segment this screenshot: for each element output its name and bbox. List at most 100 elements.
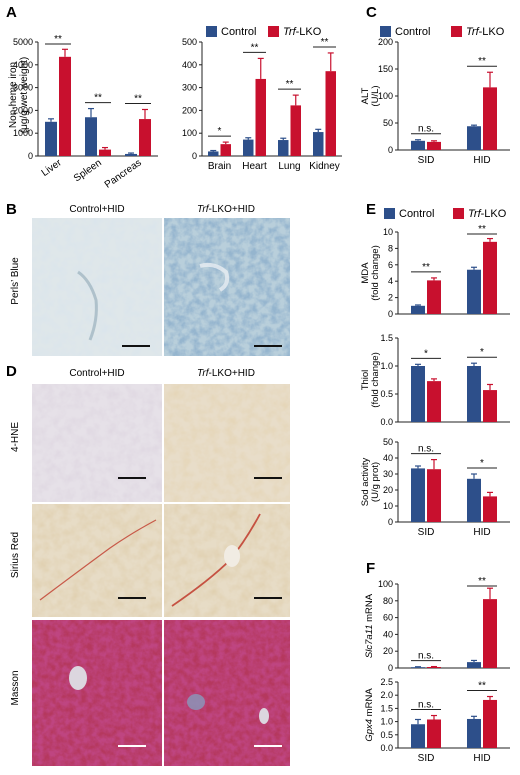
y-tick-label: 6	[388, 260, 393, 270]
panel-d-micrographs: Control+HID Trf-LKO+HID 4-HNE Sirius Red…	[10, 368, 290, 766]
panel-letter-a: A	[6, 4, 17, 21]
category-label: HID	[473, 753, 490, 764]
significance-label: **	[94, 93, 102, 104]
legend-label-control: Control	[221, 26, 256, 38]
bar-trf	[290, 105, 301, 156]
y-tick-label: 400	[182, 60, 197, 70]
bar-trf	[427, 469, 441, 522]
y-tick-label: 0	[192, 151, 197, 161]
micrograph-hne-control	[32, 384, 162, 502]
bar-trf	[483, 699, 497, 748]
significance-label: **	[321, 37, 329, 48]
category-label: Heart	[242, 161, 267, 172]
y-tick-label: 60	[383, 613, 393, 623]
y-tick-label: 40	[383, 453, 393, 463]
bar-trf	[427, 381, 441, 422]
bar-trf	[483, 599, 497, 668]
y-tick-label: 8	[388, 243, 393, 253]
bar-trf	[427, 666, 441, 668]
legend-a: Control Trf-LKO	[206, 26, 322, 38]
category-label: SID	[418, 753, 435, 764]
y-tick-label: 2.0	[380, 690, 393, 700]
y-tick-label: 200	[378, 37, 393, 47]
y-tick-label: 10	[383, 227, 393, 237]
chart-e-thiol: 0.0 0.5 1.0 1.5 * * Thiol(fold change)	[360, 333, 510, 427]
legend-swatch-control	[384, 208, 395, 219]
significance-label: *	[480, 458, 484, 469]
micrograph-sirius-trf	[164, 504, 290, 617]
category-label: Kidney	[309, 161, 340, 172]
panel-d-row-label-hne: 4-HNE	[10, 422, 21, 452]
legend-swatch-trf	[268, 26, 279, 37]
legend-label-trf: Trf-LKO	[466, 26, 505, 38]
panel-d-row-label-masson: Masson	[10, 670, 21, 705]
significance-label: *	[480, 347, 484, 358]
bar-trf	[427, 719, 441, 748]
category-label: Brain	[208, 161, 231, 172]
y-tick-label: 5000	[13, 37, 33, 47]
panel-d-col-trf: Trf-LKO+HID	[197, 368, 255, 379]
panel-b-col-control: Control+HID	[69, 204, 124, 215]
chart-e-mda: 0 2 4 6 8 10 ** ** MDA(fold change)	[360, 224, 510, 319]
y-tick-label: 0	[388, 663, 393, 673]
micrograph-masson-control	[32, 620, 162, 766]
y-tick-label: 100	[378, 579, 393, 589]
y-tick-label: 4	[388, 276, 393, 286]
chart-a-brain-heart-lung-kidney: 0 100 200 300 400 500 * Brain ** Heart ** Lung ** Kid…	[182, 37, 342, 172]
y-axis-label: MDA(fold change)	[360, 245, 381, 300]
bar-control	[411, 140, 425, 150]
legend-e: Control Trf-LKO	[384, 208, 507, 220]
bar-trf	[99, 149, 111, 156]
bar-trf	[483, 496, 497, 522]
panel-letter-c: C	[366, 4, 377, 21]
significance-label: n.s.	[418, 700, 434, 711]
y-tick-label: 50	[383, 437, 393, 447]
y-tick-label: 2000	[13, 105, 33, 115]
legend-c: Control Trf-LKO	[380, 26, 505, 38]
y-axis-label: Gpx4 mRNA	[364, 688, 375, 742]
micrograph-hne-trf	[164, 384, 290, 502]
micrograph-sirius-control	[32, 504, 162, 617]
bar-control	[467, 126, 481, 150]
y-axis-label: Sod activity(U/g prot)	[360, 457, 381, 506]
y-tick-label: 40	[383, 629, 393, 639]
bar-control	[243, 139, 254, 156]
legend-swatch-control	[380, 26, 391, 37]
significance-label: **	[478, 576, 486, 587]
significance-label: n.s.	[418, 651, 434, 662]
panel-letter-d: D	[6, 363, 17, 380]
y-tick-label: 2.5	[380, 677, 393, 687]
y-tick-label: 1000	[13, 128, 33, 138]
chart-f-slc7a11: 0 20 40 60 80 100 n.s. ** Slc7a11 mRNA	[364, 576, 510, 673]
category-label: Lung	[278, 161, 300, 172]
y-tick-label: 30	[383, 469, 393, 479]
y-tick-label: 0.0	[380, 743, 393, 753]
legend-label-trf: Trf-LKO	[468, 208, 507, 220]
y-tick-label: 50	[383, 118, 393, 128]
legend-label-control: Control	[395, 26, 430, 38]
panel-letter-e: E	[366, 201, 376, 218]
significance-label: n.s.	[418, 124, 434, 135]
bar-trf	[427, 141, 441, 150]
bar-control	[467, 662, 481, 668]
significance-label: **	[478, 681, 486, 692]
y-tick-label: 10	[383, 501, 393, 511]
y-tick-label: 2	[388, 293, 393, 303]
y-axis-label: Thiol(fold change)	[360, 352, 381, 407]
significance-label: **	[251, 42, 259, 53]
legend-swatch-trf	[451, 26, 462, 37]
y-tick-label: 0	[28, 151, 33, 161]
bar-trf	[59, 56, 71, 156]
legend-label-control: Control	[399, 208, 434, 220]
bar-trf	[483, 241, 497, 314]
significance-label: *	[424, 348, 428, 359]
significance-label: **	[478, 56, 486, 67]
category-label: HID	[473, 527, 490, 538]
y-tick-label: 1.0	[380, 361, 393, 371]
micrograph-perls-trf	[164, 218, 290, 356]
significance-label: **	[286, 79, 294, 90]
panel-d-col-control: Control+HID	[69, 368, 124, 379]
panel-b-micrographs: Control+HID Trf-LKO+HID Perls’ Blue	[10, 204, 290, 356]
y-tick-label: 0.5	[380, 730, 393, 740]
y-axis-label: Slc7a11 mRNA	[364, 593, 375, 658]
